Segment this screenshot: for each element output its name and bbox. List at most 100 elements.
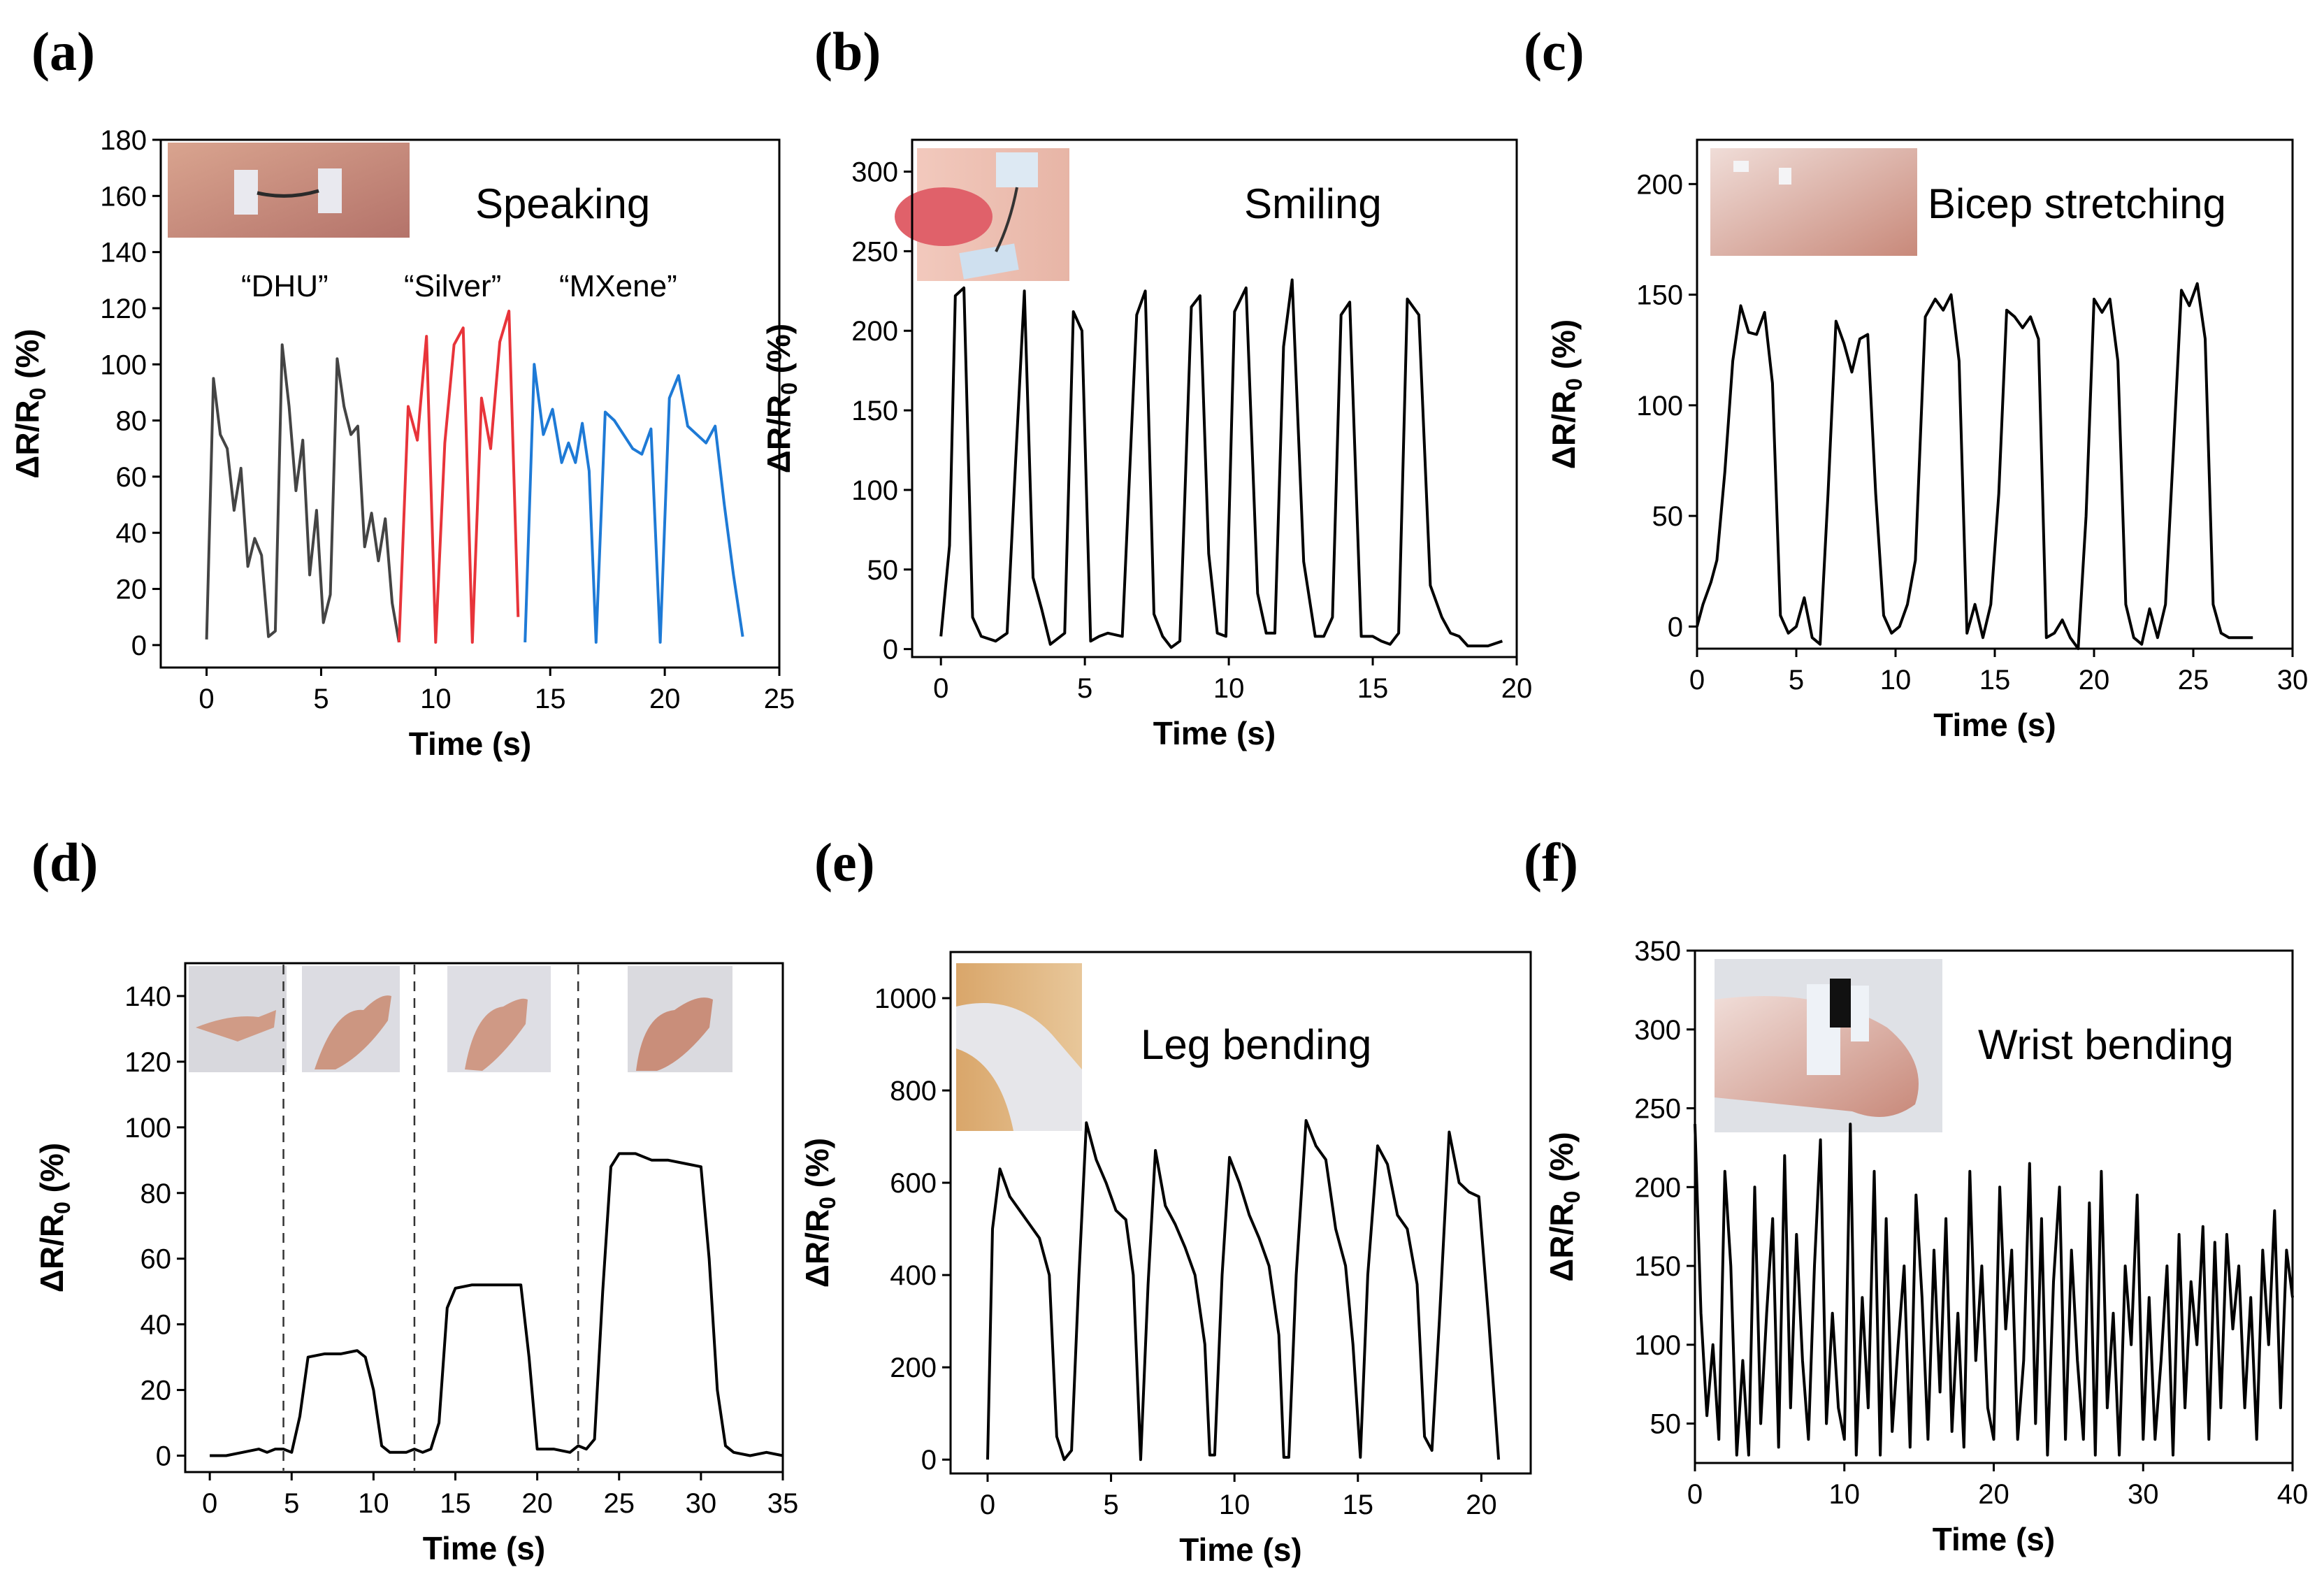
y-tick-label: 350	[1634, 936, 1681, 967]
y-tick-label: 180	[100, 125, 147, 156]
inset-photos-d	[189, 966, 732, 1072]
panel-c: (c) Bicep stretching 0 5 10 15 20 25 30 0 50 100 1…	[1524, 21, 2308, 743]
panel-e: (e) Leg bending 0 5 10 15 200200400600800100…	[799, 832, 1532, 1568]
y-axis-label: ΔR/R0 (%)	[9, 329, 50, 478]
x-tick-label: 30	[2128, 1479, 2159, 1510]
x-tick-label: 20	[1501, 673, 1533, 704]
panel-d: (d) 0 5 10 15 20 25 30 35 0 20 40 60 80 100 120 140 Time…	[31, 832, 798, 1566]
series-line-mxene	[524, 363, 744, 644]
panel-f: (f) Wrist bending 0 10 20 30 40 50 100 150 200 25…	[1524, 832, 2308, 1557]
y-tick-label: 60	[116, 462, 147, 493]
x-tick-label: 20	[2079, 665, 2110, 695]
y-tick-label: 120	[100, 294, 147, 324]
x-tick-label: 40	[2277, 1479, 2309, 1510]
x-tick-label: 5	[313, 684, 329, 714]
axes-f: 0 10 20 30 40 50 100 150 200 250 300 350 Time (s) ΔR/…	[1543, 936, 2308, 1557]
plot-frame	[184, 962, 784, 1473]
y-tick-label: 20	[116, 575, 147, 605]
y-tick-label: 150	[1636, 280, 1683, 311]
axes-d: 0 5 10 15 20 25 30 35 0 20 40 60 80 100 120 140 Time (s)…	[34, 962, 799, 1566]
x-tick-label: 20	[1466, 1490, 1497, 1520]
x-tick-label: 10	[1880, 665, 1912, 695]
plot-frame	[949, 951, 1532, 1475]
panel-label-e: (e)	[814, 832, 875, 893]
x-tick-label: 35	[767, 1488, 799, 1519]
plot-frame	[159, 138, 781, 669]
x-axis-label: Time (s)	[1933, 1521, 2056, 1557]
y-tick-label: 140	[100, 238, 147, 268]
x-tick-label: 10	[1219, 1490, 1250, 1520]
series-line-silver	[397, 310, 520, 644]
inset-photo-e	[956, 963, 1082, 1131]
y-tick-label: 50	[1652, 501, 1684, 532]
x-tick-label: 0	[199, 684, 214, 714]
x-tick-label: 5	[1103, 1490, 1118, 1520]
y-tick-label: 80	[116, 406, 147, 437]
series-line-wrist	[1694, 1123, 2294, 1457]
series-line-leg	[986, 1119, 1501, 1462]
x-tick-label: 0	[202, 1488, 217, 1519]
x-tick-label: 15	[1357, 673, 1389, 704]
series-line-bicep	[1696, 282, 2253, 650]
x-tick-label: 0	[933, 673, 948, 704]
annotation-wrist-bending: Wrist bending	[1978, 1021, 2234, 1068]
y-tick-label: 800	[890, 1076, 937, 1106]
x-tick-label: 10	[358, 1488, 389, 1519]
y-tick-label: 40	[116, 518, 147, 549]
series-line-dhu	[205, 343, 400, 643]
y-tick-label: 400	[890, 1260, 937, 1291]
axes-a: 0 5 10 15 20 25 0 20 40 60 80 100 120 140 160 180 Time (…	[9, 125, 795, 762]
label-mxene: “MXene”	[559, 269, 677, 303]
panel-a: (a) Speaking “DHU” “Silver” “MXene” 0 5 10…	[9, 21, 795, 762]
y-tick-label: 200	[1634, 1172, 1681, 1203]
y-tick-label: 160	[100, 181, 147, 212]
x-tick-label: 15	[440, 1488, 471, 1519]
inset-photo-f	[1715, 959, 1942, 1132]
x-tick-label: 5	[284, 1488, 299, 1519]
x-tick-label: 20	[1978, 1479, 2009, 1510]
y-tick-label: 100	[100, 349, 147, 380]
x-tick-label: 25	[2178, 665, 2209, 695]
y-tick-label: 100	[1634, 1330, 1681, 1361]
inset-photo-c	[1710, 148, 1917, 256]
x-tick-label: 0	[980, 1490, 995, 1520]
y-tick-label: 100	[1636, 391, 1683, 421]
annotation-speaking: Speaking	[475, 180, 650, 227]
y-tick-label: 250	[1634, 1094, 1681, 1125]
annotation-smiling: Smiling	[1244, 180, 1382, 227]
y-tick-label: 0	[131, 630, 147, 661]
y-tick-label: 600	[890, 1168, 937, 1199]
x-tick-label: 15	[1343, 1490, 1374, 1520]
x-tick-label: 25	[764, 684, 795, 714]
series-line-smiling	[939, 278, 1503, 649]
x-tick-label: 25	[604, 1488, 635, 1519]
y-tick-label: 0	[921, 1445, 937, 1476]
x-tick-label: 10	[1213, 673, 1245, 704]
x-axis-label: Time (s)	[423, 1530, 546, 1566]
x-tick-label: 30	[2277, 665, 2309, 695]
x-tick-label: 15	[1979, 665, 2011, 695]
y-tick-label: 300	[851, 157, 898, 188]
y-tick-label: 120	[124, 1047, 171, 1078]
y-tick-label: 50	[867, 555, 899, 586]
y-tick-label: 40	[140, 1310, 172, 1341]
y-tick-label: 250	[851, 236, 898, 267]
axes-c: 0 5 10 15 20 25 30 0 50 100 150 200 Time (s) ΔR/R0 (%…	[1545, 138, 2309, 743]
panel-label-f: (f)	[1524, 832, 1578, 893]
y-axis-label: ΔR/R0 (%)	[799, 1138, 840, 1288]
y-tick-label: 1000	[874, 983, 937, 1014]
series-line-finger	[210, 1152, 784, 1457]
y-axis-label: ΔR/R0 (%)	[760, 324, 802, 473]
y-tick-label: 0	[1668, 612, 1683, 642]
y-axis-label: ΔR/R0 (%)	[1545, 319, 1587, 469]
x-axis-label: Time (s)	[1179, 1531, 1302, 1568]
y-tick-label: 140	[124, 981, 171, 1012]
panel-b: (b) Smiling 0 5 10 15 20050100150200250300Ti…	[760, 21, 1532, 751]
x-axis-label: Time (s)	[1153, 715, 1276, 751]
x-tick-label: 5	[1789, 665, 1804, 695]
y-tick-label: 200	[890, 1353, 937, 1383]
panel-label-d: (d)	[31, 832, 98, 893]
inset-photo-b	[895, 148, 1069, 281]
